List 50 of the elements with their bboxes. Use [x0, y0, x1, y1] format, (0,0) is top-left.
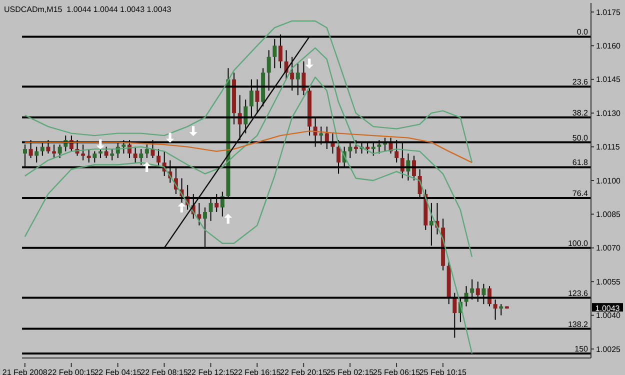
annotation: 150	[574, 344, 589, 354]
point	[166, 132, 174, 143]
text: 1.0043	[595, 304, 620, 313]
point	[142, 162, 151, 172]
candlestick	[92, 150, 97, 164]
point	[178, 202, 186, 212]
y-tick-label: 1.0040	[596, 311, 622, 320]
y-tick-label: 1.0085	[596, 210, 622, 220]
x-tick-label: 22 Feb 20:15	[280, 368, 328, 375]
x-tick-label: 22 Feb 08:15	[140, 368, 188, 375]
x-tick-label: 22 Feb 00:15	[48, 368, 96, 375]
x-tick-label: 25 Feb 06:15	[372, 368, 421, 375]
x-tick-label: 22 Feb 04:15	[94, 368, 142, 375]
candlestick	[197, 202, 202, 226]
annotation: 0.0	[576, 28, 589, 37]
annotation: 50.0	[572, 133, 589, 142]
y-tick-label: 1.0070	[596, 244, 622, 253]
annotation: 123.6	[568, 288, 589, 298]
line-series	[24, 76, 473, 354]
point	[305, 58, 314, 69]
annotation: 138.2	[568, 320, 589, 329]
y-tick-label: 1.0160	[596, 42, 622, 51]
annotation: 38.2	[572, 108, 589, 118]
point	[189, 126, 198, 136]
y-tick-label: 1.0115	[596, 142, 620, 152]
y-tick-label: 1.0100	[596, 176, 622, 186]
x-tick-label: 22 Feb 12:15	[187, 368, 235, 375]
x-tick-label: 22 Feb 16:15	[234, 368, 282, 375]
annotation: 23.6	[572, 78, 589, 87]
x-tick-label: 25 Feb 10:15	[419, 368, 468, 375]
line-series	[24, 47, 473, 258]
candlestick	[104, 146, 108, 159]
x-tick-label: 25 Feb 02:15	[326, 368, 374, 375]
point	[96, 140, 104, 150]
annotation: 100.0	[568, 238, 589, 248]
y-tick-label: 1.0055	[596, 277, 622, 286]
y-tick-label: 1.0145	[596, 75, 622, 84]
y-tick-label: 1.0130	[596, 108, 622, 118]
annotation: 76.4	[572, 189, 589, 198]
annotation: 61.8	[572, 158, 589, 168]
chart-title: USDCADm,M15 1.0044 1.0044 1.0043 1.0043	[4, 5, 172, 14]
candlestick	[110, 148, 114, 161]
y-tick-label: 1.0175	[596, 8, 622, 17]
y-tick-label: 1.0025	[596, 344, 622, 354]
line-series	[24, 20, 473, 164]
point	[224, 214, 232, 224]
candlestick	[133, 146, 138, 164]
x-tick-label: 21 Feb 2008	[2, 368, 48, 375]
candlestick	[34, 146, 39, 164]
line-series	[24, 130, 473, 164]
